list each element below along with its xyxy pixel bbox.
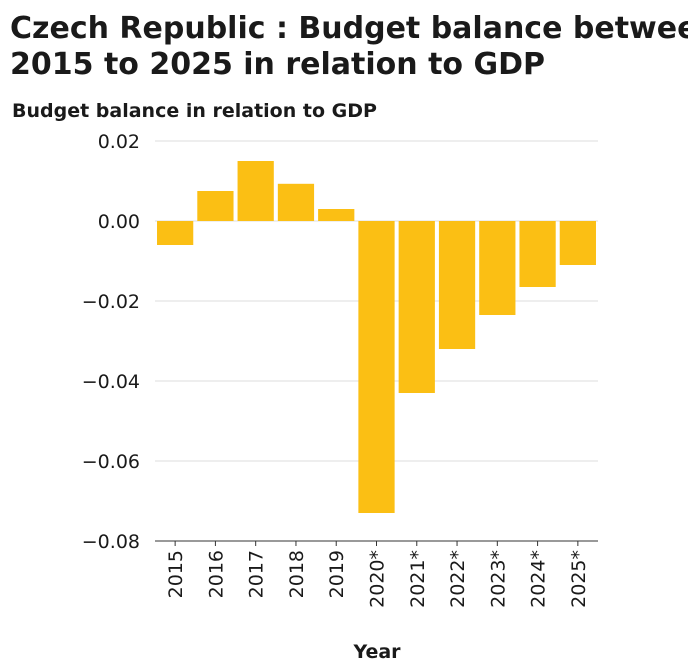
bar (197, 191, 234, 221)
x-tick-label: 2017 (246, 550, 268, 598)
y-tick-label: −0.02 (82, 291, 140, 313)
x-tick-label: 2024* (528, 550, 550, 608)
x-tick-label: 2021* (407, 550, 429, 608)
y-tick-label: −0.06 (82, 451, 140, 473)
y-axis-label: Budget balance in relation to GDP (12, 100, 377, 122)
bar (479, 221, 516, 315)
x-tick-label: 2025* (568, 550, 590, 608)
bar (157, 221, 194, 245)
bar (398, 221, 435, 393)
x-tick-label: 2022* (447, 550, 469, 608)
bar (438, 221, 476, 349)
x-tick-label: 2018 (286, 550, 308, 598)
x-tick-label: 2016 (205, 550, 227, 598)
bar (237, 161, 274, 221)
bar (318, 209, 355, 221)
bar (277, 183, 315, 221)
x-tick-label: 2015 (165, 550, 187, 598)
bar (358, 221, 395, 513)
x-tick-label: 2020* (367, 550, 389, 608)
bar (519, 221, 556, 287)
x-tick-label: 2023* (487, 550, 509, 608)
chart-title: Czech Republic : Budget balance between 2… (10, 11, 688, 82)
y-tick-label: 0.02 (98, 131, 140, 153)
x-axis-label: Year (352, 641, 401, 663)
y-tick-label: −0.08 (82, 531, 140, 553)
y-tick-label: −0.04 (82, 371, 140, 393)
y-tick-label: 0.00 (98, 211, 140, 233)
bar (559, 221, 596, 265)
x-tick-label: 2019 (326, 550, 348, 598)
